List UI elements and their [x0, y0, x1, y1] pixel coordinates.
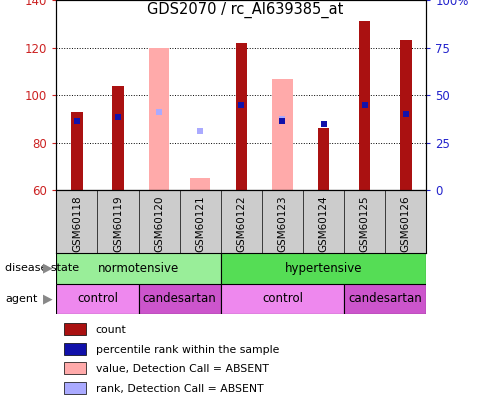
Text: normotensive: normotensive [98, 262, 179, 275]
Text: GSM60126: GSM60126 [401, 195, 411, 252]
Bar [272, 79, 293, 190]
Bar [64, 382, 86, 394]
Text: value, Detection Call = ABSENT: value, Detection Call = ABSENT [96, 364, 269, 374]
Bar [344, 284, 426, 314]
Text: agent: agent [5, 294, 37, 304]
Text: GSM60119: GSM60119 [113, 195, 123, 252]
Text: GSM60123: GSM60123 [277, 195, 288, 252]
Bar [190, 179, 211, 190]
Text: count: count [96, 326, 126, 335]
Text: ▶: ▶ [43, 292, 53, 305]
Text: control: control [262, 292, 303, 305]
Bar [112, 86, 124, 190]
Bar [221, 284, 344, 314]
Text: rank, Detection Call = ABSENT: rank, Detection Call = ABSENT [96, 384, 263, 394]
Bar [71, 112, 83, 190]
Bar [149, 47, 170, 190]
Text: GSM60120: GSM60120 [154, 195, 164, 252]
Text: GSM60121: GSM60121 [195, 195, 205, 252]
Bar [56, 253, 221, 284]
Text: candesartan: candesartan [348, 292, 422, 305]
Text: GSM60122: GSM60122 [236, 195, 246, 252]
Bar [139, 284, 221, 314]
Bar [221, 253, 426, 284]
Bar [64, 323, 86, 335]
Bar [236, 43, 247, 190]
Bar [359, 21, 370, 190]
Bar [64, 343, 86, 355]
Text: control: control [77, 292, 118, 305]
Bar [400, 40, 412, 190]
Bar [56, 284, 139, 314]
Text: GSM60124: GSM60124 [318, 195, 328, 252]
Bar [318, 128, 329, 190]
Text: disease state: disease state [5, 263, 79, 273]
Text: hypertensive: hypertensive [285, 262, 362, 275]
Text: GDS2070 / rc_AI639385_at: GDS2070 / rc_AI639385_at [147, 2, 343, 18]
Bar [64, 362, 86, 374]
Text: candesartan: candesartan [143, 292, 217, 305]
Text: GSM60118: GSM60118 [72, 195, 82, 252]
Text: ▶: ▶ [43, 262, 53, 275]
Text: percentile rank within the sample: percentile rank within the sample [96, 345, 279, 355]
Text: GSM60125: GSM60125 [360, 195, 369, 252]
